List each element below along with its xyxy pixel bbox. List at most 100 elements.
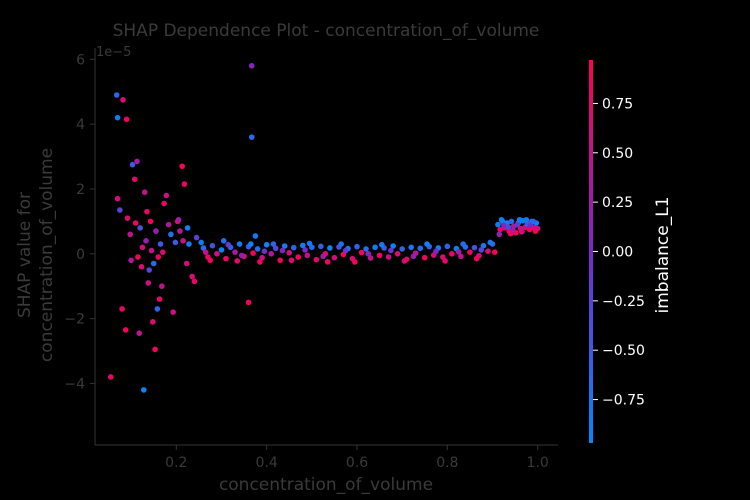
scatter-point-band	[232, 249, 238, 255]
y-tick-label: 2	[76, 182, 85, 198]
scatter-point-outliers	[168, 231, 174, 238]
scatter-point-outliers	[248, 63, 255, 69]
scatter-point-outliers	[136, 330, 143, 336]
scatter-point-band	[367, 255, 374, 261]
scatter-point-band	[218, 247, 225, 253]
scatter-point-band	[250, 250, 256, 256]
colorbar-tick-label: −0.75	[602, 393, 645, 409]
scatter-point-band	[338, 241, 344, 247]
scatter-point-band	[365, 250, 372, 257]
scatter-point-tail	[495, 221, 501, 228]
scatter-point-outliers	[137, 225, 143, 231]
scatter-point-outliers	[161, 200, 167, 207]
scatter-point-outliers	[145, 280, 152, 286]
scatter-point-band	[331, 254, 338, 261]
scatter-point-outliers	[144, 208, 150, 215]
x-ticks: 0.2 0.4 0.6 0.8 1.0	[165, 445, 549, 471]
y-axis-label: SHAP value for concentration_of_volume	[15, 148, 57, 362]
chart-title: SHAP Dependence Plot - concentration_of_…	[113, 21, 540, 41]
scatter-point-band	[279, 247, 286, 254]
scatter-point-outliers	[143, 238, 149, 244]
scatter-point-band	[290, 244, 297, 251]
scatter-point-band	[379, 241, 385, 248]
scatter-point-band	[254, 246, 261, 252]
scatter-point-band	[214, 250, 220, 257]
scatter-point-outliers	[108, 374, 114, 380]
scatter-point-band	[354, 243, 360, 250]
colorbar-label: imbalance_L1	[653, 197, 673, 314]
colorbar-tick-label: −0.50	[602, 343, 645, 359]
scatter-point-outliers	[123, 116, 130, 123]
scatter-point-band	[342, 247, 349, 254]
scatter-point-band	[281, 243, 288, 249]
scatter-point-outliers	[139, 244, 146, 251]
scatter-point-band	[358, 249, 365, 256]
scatter-point-outliers	[117, 207, 123, 213]
y-tick-label: 4	[76, 117, 85, 133]
scatter-point-outliers	[147, 218, 154, 225]
y-tick-label: −2	[64, 312, 85, 328]
scatter-point-band	[209, 242, 216, 249]
scatter-point-outliers	[180, 238, 186, 244]
scatter-point-outliers	[159, 283, 165, 290]
scatter-point-band	[372, 244, 378, 251]
scatter-point-outliers	[153, 228, 159, 234]
scatter-point-band	[288, 257, 295, 264]
scatter-point-band	[320, 253, 326, 260]
scatter-point-band	[324, 259, 331, 265]
scatter-point-tail	[530, 218, 536, 225]
y-axis-label-line-2: concentration_of_volume	[37, 148, 57, 362]
scatter-point-tail	[508, 218, 515, 225]
scatter-point-band	[202, 249, 209, 255]
colorbar-tick-label: −0.25	[602, 294, 645, 310]
scatter-point-outliers	[148, 247, 155, 254]
scatter-point-band	[313, 256, 320, 263]
scatter-point-outliers	[154, 306, 161, 312]
scatter-point-band	[394, 250, 401, 257]
scatter-point-tail	[519, 228, 525, 235]
colorbar-tick-label: 0.75	[602, 96, 633, 112]
scatter-point-band	[458, 253, 464, 260]
scatter-point-outliers	[181, 181, 188, 187]
colorbar-tick-label: 0.00	[602, 245, 633, 261]
scatter-point-outliers	[155, 254, 162, 260]
x-tick-label: 0.6	[346, 455, 368, 471]
scatter-point-band	[444, 243, 451, 250]
colorbar	[589, 60, 593, 443]
scatter-point-tail	[505, 224, 512, 231]
scatter-point-outliers	[132, 220, 139, 226]
scatter-point-outliers	[189, 273, 195, 280]
scatter-point-band	[200, 245, 207, 251]
scatter-point-outliers	[128, 257, 134, 264]
scatter-point-band	[302, 247, 308, 253]
scatter-point-band	[248, 241, 254, 247]
scatter-point-tail	[514, 221, 521, 228]
colorbar-tick-label: 0.50	[602, 146, 633, 162]
scatter-point-band	[417, 245, 424, 252]
scatter-point-band	[487, 239, 494, 246]
scatter-point-outliers	[146, 267, 152, 273]
x-tick-label: 1.0	[527, 455, 549, 471]
scatter-point-outliers	[159, 249, 166, 255]
scatter-point-band	[460, 241, 466, 247]
scatter-point-band	[390, 243, 396, 249]
scatter-point-tail	[496, 231, 503, 238]
scatter-point-band	[304, 252, 311, 259]
scatter-point-outliers	[135, 254, 141, 260]
scatter-point-band	[257, 259, 263, 265]
scatter-point-tail	[501, 222, 507, 229]
scatter-point-band	[467, 249, 473, 255]
scatter-point-band	[399, 246, 405, 252]
scatter-point-outliers	[120, 97, 126, 103]
scatter-point-band	[421, 254, 428, 261]
scatter-point-tail	[516, 216, 523, 223]
scatter-point-band	[442, 258, 448, 264]
x-tick-label: 0.2	[165, 455, 187, 471]
scatter-point-band	[327, 245, 333, 251]
scatter-point-band	[363, 246, 369, 252]
scatter-point-outliers	[163, 192, 170, 199]
scatter-point-band	[408, 244, 415, 251]
scatter-point-outliers	[150, 319, 156, 325]
scatter-point-band	[236, 241, 243, 247]
